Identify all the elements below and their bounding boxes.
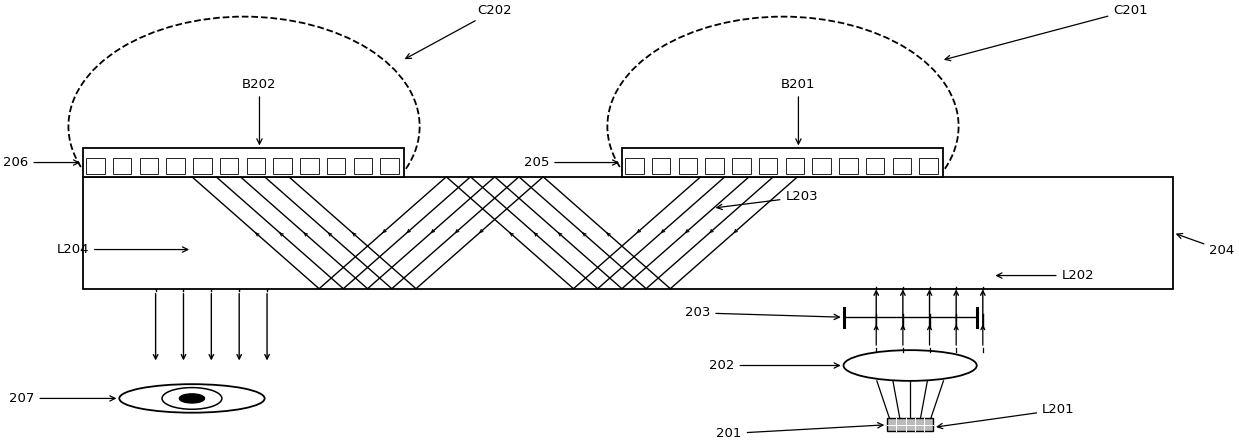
Bar xyxy=(705,158,724,174)
Bar xyxy=(380,158,399,174)
Bar xyxy=(274,158,292,174)
Bar xyxy=(652,158,670,174)
Text: 205: 205 xyxy=(524,156,618,169)
Bar xyxy=(140,158,159,174)
Bar xyxy=(83,177,1173,289)
Bar xyxy=(247,158,265,174)
Text: L201: L201 xyxy=(937,403,1074,429)
Text: C202: C202 xyxy=(405,4,512,58)
Bar xyxy=(732,158,751,174)
Bar xyxy=(866,158,885,174)
Bar xyxy=(892,158,911,174)
Bar xyxy=(166,158,185,174)
Bar xyxy=(626,158,643,174)
Bar xyxy=(193,158,212,174)
Text: L202: L202 xyxy=(996,269,1094,282)
Text: 207: 207 xyxy=(9,392,115,405)
Text: 203: 203 xyxy=(685,307,839,319)
Circle shape xyxy=(180,394,204,403)
Circle shape xyxy=(162,388,222,409)
Bar xyxy=(919,158,938,174)
Bar xyxy=(622,148,943,177)
Bar xyxy=(786,158,804,174)
Text: C201: C201 xyxy=(945,4,1147,61)
Ellipse shape xyxy=(119,384,265,413)
Text: 204: 204 xyxy=(1177,233,1234,257)
Text: 201: 201 xyxy=(716,423,883,440)
Bar xyxy=(83,148,404,177)
Bar xyxy=(300,158,318,174)
Text: B201: B201 xyxy=(781,78,815,144)
Text: 206: 206 xyxy=(4,156,79,169)
Text: B202: B202 xyxy=(242,78,276,144)
Text: L204: L204 xyxy=(57,243,188,256)
Bar xyxy=(758,158,777,174)
Bar xyxy=(813,158,831,174)
Bar xyxy=(87,158,104,174)
Bar xyxy=(327,158,346,174)
Bar xyxy=(353,158,372,174)
Bar xyxy=(839,158,857,174)
Text: 202: 202 xyxy=(709,359,839,372)
Bar xyxy=(113,158,131,174)
Bar xyxy=(887,418,933,431)
Bar xyxy=(219,158,238,174)
Bar xyxy=(679,158,698,174)
Text: L203: L203 xyxy=(717,190,818,210)
